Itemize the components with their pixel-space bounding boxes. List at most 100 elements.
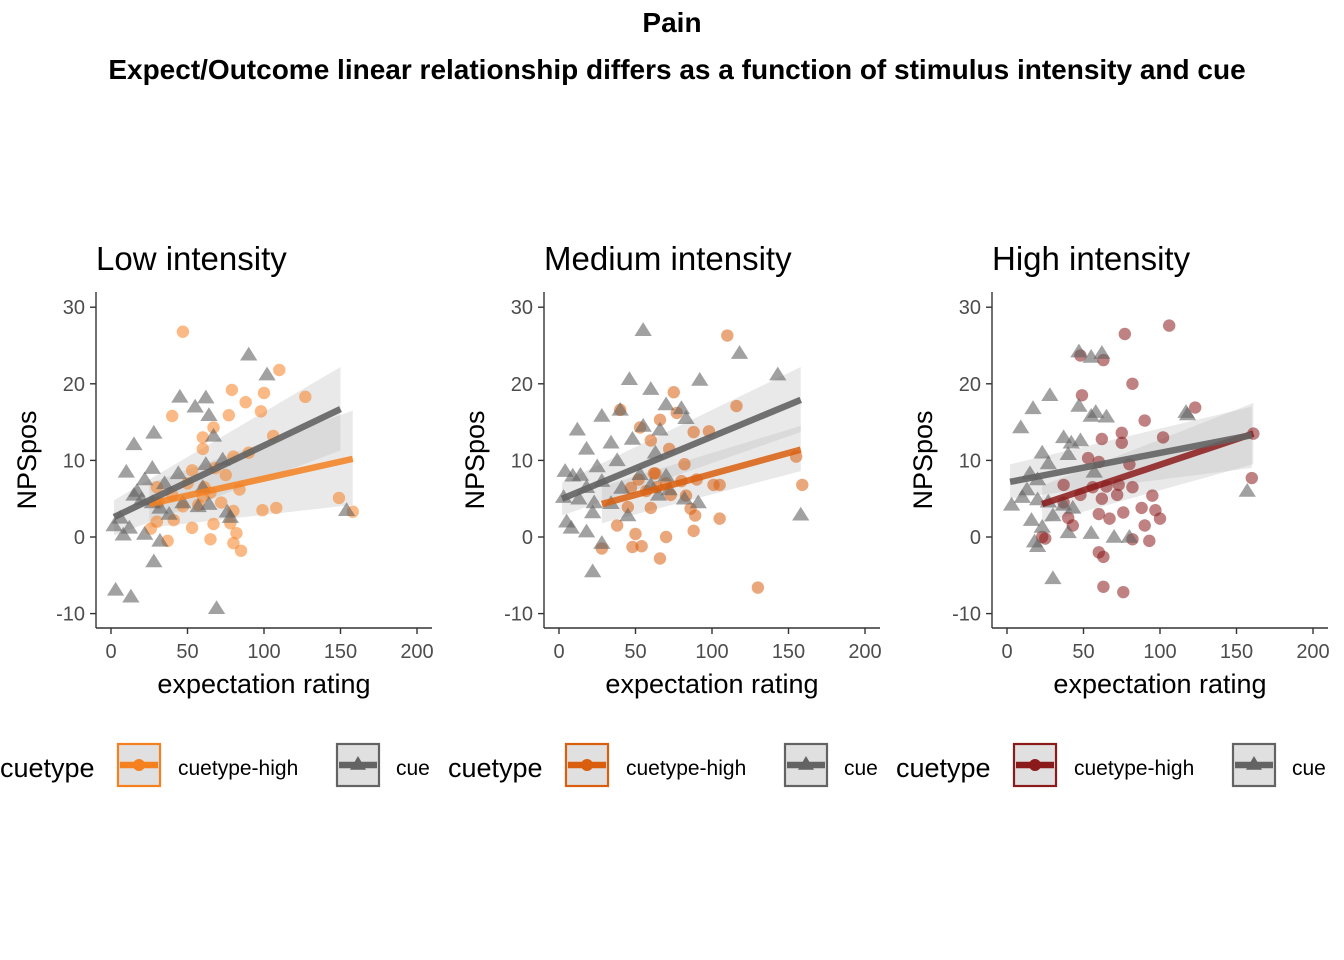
data-point-cue <box>207 600 226 614</box>
data-point-cue <box>145 553 163 568</box>
data-point-cue <box>337 502 356 516</box>
data-point-cuetype-high <box>730 399 743 413</box>
x-tick-label: 50 <box>1072 641 1094 663</box>
y-tick-label: 20 <box>959 374 981 396</box>
data-point-cuetype-high <box>1138 414 1151 427</box>
data-point-cue <box>160 506 178 520</box>
data-point-cuetype-high <box>751 581 765 594</box>
legend-label: cue <box>396 757 430 780</box>
data-point-cue <box>151 532 169 547</box>
data-point-cuetype-high <box>332 491 346 505</box>
x-tick-label: 100 <box>247 641 280 663</box>
data-point-cue <box>564 467 582 482</box>
data-point-cuetype-high <box>273 363 286 377</box>
data-point-cuetype-high <box>687 524 700 538</box>
legend: cuetype cuetype-high cue <box>448 742 878 788</box>
data-point-cuetype-high <box>1162 319 1176 332</box>
panel-title: Medium intensity <box>544 240 792 277</box>
data-point-cue <box>730 345 749 359</box>
data-point-cuetype-high <box>185 464 199 477</box>
data-point-cue <box>200 407 218 421</box>
y-tick-label: 0 <box>74 527 85 549</box>
data-point-cue <box>649 486 668 501</box>
y-tick-label: 30 <box>511 297 533 319</box>
data-point-cuetype-high <box>1153 512 1167 525</box>
data-point-cue <box>1039 455 1057 470</box>
data-point-cue <box>584 563 602 578</box>
data-point-cuetype-high <box>1039 532 1052 545</box>
y-tick-label: 20 <box>511 374 533 396</box>
x-axis-label: expectation rating <box>157 669 370 699</box>
data-point-cuetype-high <box>796 478 809 492</box>
data-point-cue <box>619 507 637 522</box>
data-point-cuetype-high <box>1110 488 1124 502</box>
data-point-cue <box>221 509 239 523</box>
data-point-cue <box>240 346 258 361</box>
data-point-cue <box>1012 419 1030 434</box>
data-point-cuetype-high <box>239 395 252 409</box>
data-point-cuetype-high <box>214 496 228 509</box>
data-point-cuetype-high <box>207 421 220 434</box>
legend: cuetype cuetype-high cue <box>896 742 1326 788</box>
data-point-cue <box>769 366 787 381</box>
data-point-cuetype-high <box>678 458 691 471</box>
data-point-cue <box>608 452 626 467</box>
data-point-cue <box>691 371 709 386</box>
data-point-cue <box>577 440 596 455</box>
x-axis-label: expectation rating <box>1053 669 1266 699</box>
y-tick-label: 30 <box>63 297 85 319</box>
data-point-cue <box>171 388 189 403</box>
data-point-cuetype-high <box>1138 519 1151 532</box>
chart-subtitle: Expect/Outcome linear relationship diffe… <box>108 54 1245 85</box>
data-point-cue <box>1097 408 1116 423</box>
data-point-cuetype-high <box>1117 585 1130 599</box>
data-point-cue <box>151 499 169 514</box>
data-point-cue <box>1044 507 1062 522</box>
data-point-cue <box>593 407 611 422</box>
data-point-cuetype-high <box>1075 389 1089 402</box>
data-point-cue <box>1013 489 1031 503</box>
data-point-cue <box>1059 446 1077 461</box>
data-point-cue <box>568 421 586 436</box>
legend-key-triangle-icon <box>350 756 366 770</box>
fit-line-cue <box>560 396 802 502</box>
y-tick-label: 0 <box>970 527 981 549</box>
data-point-cue <box>1059 524 1077 539</box>
data-point-cue <box>197 456 215 470</box>
legend-key-triangle-icon <box>1246 756 1262 770</box>
x-tick-label: 150 <box>772 641 805 663</box>
x-axis-label: expectation rating <box>605 669 818 699</box>
data-point-cue <box>602 434 620 449</box>
data-point-cue <box>145 424 163 439</box>
legend-label: cue <box>844 757 878 780</box>
panel-low-intensity: Low intensity -10 0 10 20 30 0 50 100 150 200 expec… <box>0 240 434 788</box>
data-point-cue <box>186 398 204 413</box>
data-point-cue <box>577 523 596 538</box>
data-point-cuetype-high <box>207 517 220 531</box>
data-point-cuetype-high <box>653 552 667 565</box>
x-tick-label: 200 <box>1296 641 1329 663</box>
data-point-cue <box>136 471 154 486</box>
data-point-cuetype-high <box>227 536 240 550</box>
data-point-cuetype-high <box>1097 580 1110 593</box>
data-point-cuetype-high <box>254 405 268 418</box>
y-axis-label: NPSpos <box>460 410 490 509</box>
data-point-cuetype-high <box>688 509 702 522</box>
data-point-cue <box>1178 406 1197 421</box>
legend-title: cuetype <box>0 753 95 783</box>
data-point-cuetype-high <box>713 512 726 525</box>
data-point-cue <box>1044 570 1062 585</box>
data-point-cue <box>1087 404 1105 418</box>
data-point-cuetype-high <box>270 501 283 515</box>
y-tick-label: 10 <box>511 450 533 472</box>
data-point-cuetype-high <box>234 544 248 557</box>
fit-line-cue <box>1009 431 1253 486</box>
data-point-cue <box>1024 400 1042 415</box>
data-point-cue <box>1082 525 1100 539</box>
legend-label: cuetype-high <box>1074 757 1194 780</box>
data-point-cue <box>634 322 652 336</box>
data-point-cue <box>792 506 810 521</box>
data-point-cue <box>651 421 669 436</box>
ci-band-cuetype-high <box>1042 402 1254 524</box>
